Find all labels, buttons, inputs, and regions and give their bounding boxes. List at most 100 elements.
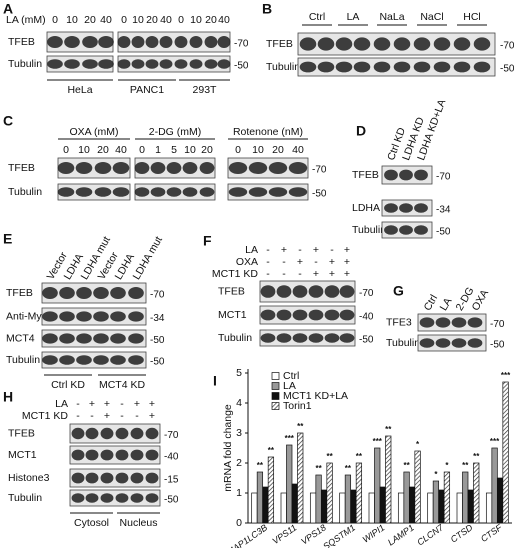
band bbox=[199, 162, 215, 174]
significance: ** bbox=[345, 464, 352, 473]
significance: ** bbox=[297, 422, 304, 431]
band bbox=[42, 287, 58, 299]
mw-marker: -40 bbox=[164, 452, 179, 463]
band bbox=[115, 427, 129, 440]
mw-marker: -70 bbox=[490, 319, 505, 330]
band bbox=[112, 162, 130, 174]
lane-label: 0 bbox=[235, 144, 241, 156]
band bbox=[308, 285, 324, 298]
condition-label: LA bbox=[245, 244, 258, 256]
band bbox=[130, 472, 144, 484]
sign: + bbox=[89, 398, 95, 410]
band bbox=[166, 187, 182, 197]
treatment-label: OXA (mM) bbox=[70, 126, 119, 138]
sign: + bbox=[344, 256, 350, 268]
band bbox=[71, 449, 85, 461]
panel-letter: F bbox=[203, 233, 212, 249]
band bbox=[94, 162, 112, 174]
band bbox=[204, 59, 218, 69]
band bbox=[393, 61, 411, 73]
group-label: NaLa bbox=[379, 11, 404, 23]
band bbox=[413, 37, 431, 51]
band bbox=[93, 311, 109, 322]
x-tick-label: SQSTM1 bbox=[321, 522, 357, 548]
significance: ** bbox=[315, 464, 322, 473]
lane-label: 20 bbox=[146, 14, 158, 26]
bar bbox=[291, 483, 298, 524]
mw-marker: -34 bbox=[150, 313, 165, 324]
bar bbox=[379, 486, 386, 524]
band bbox=[64, 36, 80, 48]
group-label: HCl bbox=[463, 11, 481, 23]
significance: ** bbox=[462, 461, 469, 470]
lane-label: 0 bbox=[121, 14, 127, 26]
row-label: TFEB bbox=[8, 427, 35, 439]
significance: ** bbox=[326, 452, 333, 461]
lane-label: 20 bbox=[97, 144, 109, 156]
band bbox=[75, 187, 93, 197]
band bbox=[130, 427, 144, 440]
band bbox=[145, 493, 159, 503]
row-label: TFE3 bbox=[386, 316, 412, 328]
mw-marker: -70 bbox=[312, 165, 327, 176]
band bbox=[324, 285, 340, 298]
band bbox=[384, 203, 398, 213]
mw-marker: -50 bbox=[234, 61, 249, 72]
bar bbox=[280, 492, 287, 524]
row-label: LDHA bbox=[352, 202, 380, 214]
sign: - bbox=[298, 244, 302, 256]
band bbox=[93, 355, 109, 365]
bar bbox=[443, 471, 451, 524]
bar bbox=[326, 462, 333, 524]
lane-label: Ctrl bbox=[422, 293, 441, 313]
bar bbox=[467, 489, 474, 524]
band bbox=[71, 427, 85, 440]
bar bbox=[355, 462, 363, 524]
band bbox=[451, 338, 467, 348]
mw-marker: -50 bbox=[312, 189, 327, 200]
sign: + bbox=[329, 256, 335, 268]
panel-letter: D bbox=[356, 123, 366, 139]
bar bbox=[251, 492, 258, 524]
band bbox=[98, 36, 114, 48]
sign: - bbox=[120, 398, 124, 410]
legend-swatch bbox=[271, 372, 280, 380]
bar bbox=[473, 462, 480, 524]
band bbox=[59, 333, 75, 344]
sign: - bbox=[282, 256, 286, 268]
band bbox=[399, 225, 413, 235]
band bbox=[339, 285, 355, 298]
band bbox=[145, 427, 159, 440]
sign: + bbox=[149, 398, 155, 410]
band bbox=[189, 59, 203, 69]
band bbox=[335, 37, 353, 51]
band bbox=[324, 333, 340, 343]
legend-label: Ctrl bbox=[283, 370, 299, 382]
band bbox=[131, 59, 145, 69]
panel-letter: I bbox=[213, 373, 217, 389]
band bbox=[110, 333, 126, 344]
sign: + bbox=[134, 398, 140, 410]
row-label: MCT1 bbox=[8, 449, 37, 461]
lane-label: 40 bbox=[218, 14, 230, 26]
mw-marker: -50 bbox=[164, 495, 179, 506]
significance: ** bbox=[403, 461, 410, 470]
treatment-label: 2-DG (mM) bbox=[149, 126, 202, 138]
significance: ** bbox=[385, 425, 392, 434]
band bbox=[435, 338, 451, 348]
row-label: Tubulin bbox=[266, 61, 300, 73]
lane-label: 40 bbox=[100, 14, 112, 26]
sign: + bbox=[281, 244, 287, 256]
band bbox=[299, 37, 317, 51]
band bbox=[276, 309, 292, 321]
bar bbox=[438, 489, 445, 524]
band bbox=[199, 187, 215, 197]
band bbox=[268, 187, 288, 197]
band bbox=[42, 355, 58, 365]
band bbox=[292, 285, 308, 298]
significance: ** bbox=[257, 461, 264, 470]
band bbox=[159, 59, 173, 69]
sign: - bbox=[266, 244, 270, 256]
row-label: TFEB bbox=[6, 287, 33, 299]
